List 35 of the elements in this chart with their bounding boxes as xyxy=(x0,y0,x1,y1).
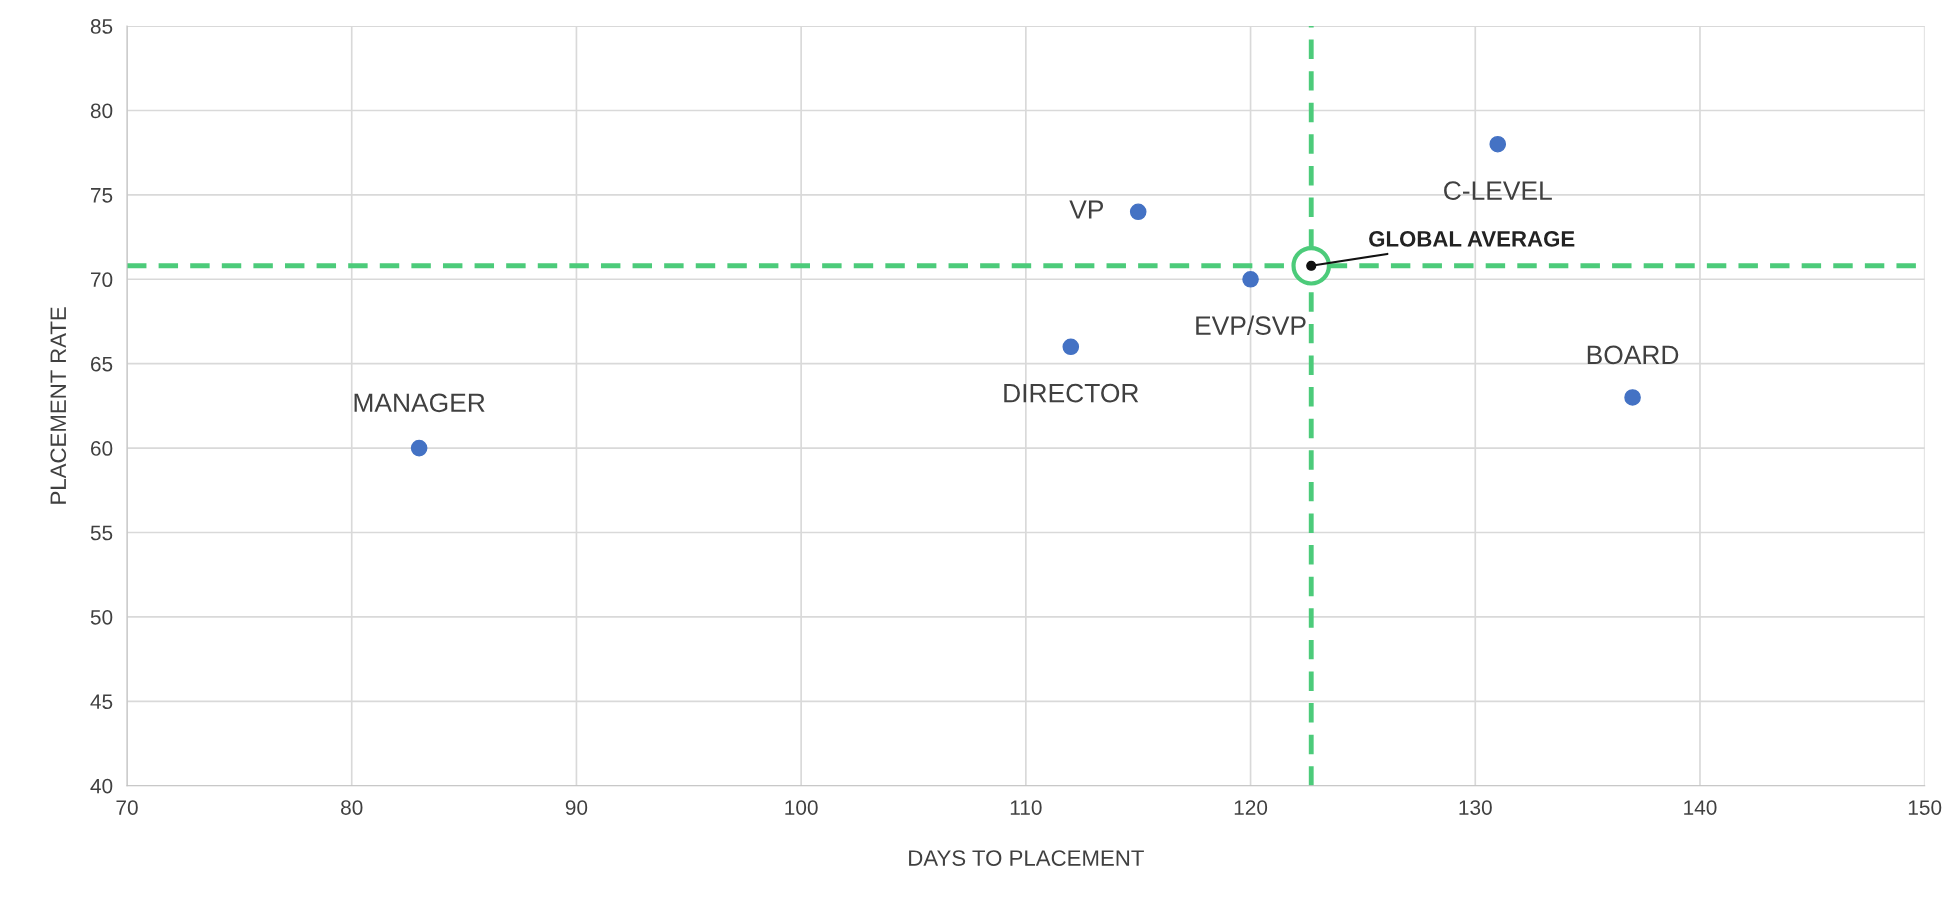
x-tick-label: 130 xyxy=(1459,800,1492,815)
y-tick-label: 60 xyxy=(91,441,113,456)
x-tick-label: 100 xyxy=(785,800,818,815)
point xyxy=(1062,338,1080,356)
y-tick-label: 45 xyxy=(90,694,113,710)
point xyxy=(1242,270,1259,288)
y-tick-label: 75 xyxy=(91,188,113,203)
x-tick-label: 80 xyxy=(341,800,363,815)
annotation: DIRECTOR xyxy=(1004,383,1139,403)
x-axis-title: DAYS TO PLACEMENT xyxy=(909,850,1144,866)
x-tick-label: 150 xyxy=(1908,800,1942,815)
point xyxy=(1624,389,1641,406)
point xyxy=(1291,245,1332,286)
point xyxy=(410,439,428,457)
y-tick-label: 70 xyxy=(91,272,113,288)
y-axis-title: PLACEMENT RATE xyxy=(50,307,67,504)
y-tick-label: 85 xyxy=(90,19,113,34)
annotation: EVP/SVP xyxy=(1196,315,1306,335)
y-tick-label: 55 xyxy=(90,525,113,541)
y-tick-label: 80 xyxy=(90,103,113,119)
annotation: VP xyxy=(1069,200,1104,219)
annotation: GLOBAL AVERAGE xyxy=(1369,231,1575,247)
y-tick-label: 50 xyxy=(90,609,113,625)
y-tick-label: 65 xyxy=(91,356,113,372)
x-tick-label: 70 xyxy=(116,800,138,815)
annotation: BOARD xyxy=(1587,345,1679,365)
point xyxy=(1489,135,1507,153)
x-tick-label: 90 xyxy=(565,800,588,815)
x-tick-label: 110 xyxy=(1010,800,1042,815)
point xyxy=(1129,203,1147,221)
x-tick-label: 140 xyxy=(1684,800,1717,815)
x-tick-label: 120 xyxy=(1234,800,1268,815)
annotation: C-LEVEL xyxy=(1444,181,1552,200)
annotation: MANAGER xyxy=(354,393,485,413)
y-tick-label: 40 xyxy=(90,778,113,794)
